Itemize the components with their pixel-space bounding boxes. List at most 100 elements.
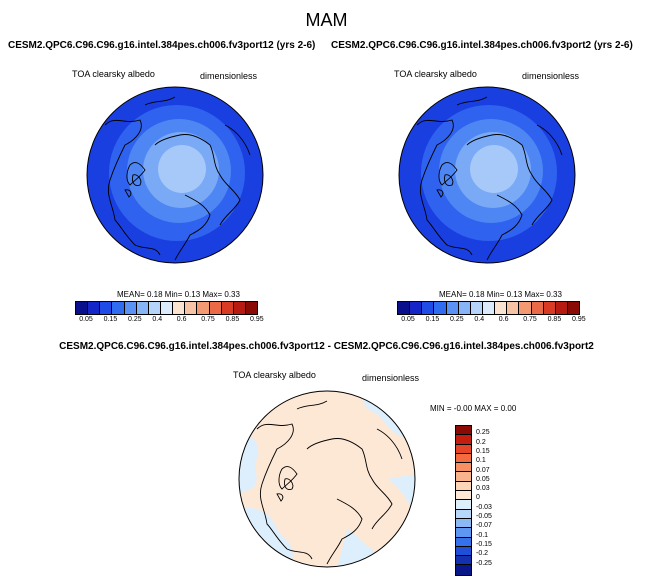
colorbar-tick-label: 0 (476, 494, 480, 502)
colorbar-swatch (456, 426, 471, 436)
colorbar-swatch (456, 537, 471, 547)
colorbar-swatch (209, 302, 222, 314)
colorbar-swatch (456, 472, 471, 482)
colorbar-swatch (456, 528, 471, 538)
colorbar-swatch (398, 302, 411, 314)
right-polar-map (398, 86, 576, 264)
colorbar-swatch (543, 302, 556, 314)
colorbar-tick-label: 0.95 (250, 316, 264, 323)
colorbar-swatch (76, 302, 89, 314)
figure-title: MAM (305, 10, 348, 30)
colorbar-tick-label: -0.07 (476, 522, 492, 530)
colorbar-swatch (531, 302, 544, 314)
colorbar-swatch (173, 302, 186, 314)
colorbar-swatch (422, 302, 435, 314)
colorbar-swatch (456, 565, 471, 575)
colorbar-swatch (88, 302, 101, 314)
colorbar-tick-label: 0.05 (401, 316, 415, 323)
left-colorbar-swatches (75, 301, 258, 315)
colorbar-tick-label: 0.25 (450, 316, 464, 323)
colorbar-swatch (482, 302, 496, 314)
colorbar-swatch (185, 302, 198, 314)
left-panel-title: CESM2.QPC6.C96.C96.g16.intel.384pes.ch00… (8, 40, 316, 51)
colorbar-tick-label: -0.1 (476, 531, 489, 539)
right-stats: MEAN= 0.18 Min= 0.13 Max= 0.33 (439, 290, 562, 299)
colorbar-swatch (495, 302, 508, 314)
left-stats: MEAN= 0.18 Min= 0.13 Max= 0.33 (117, 290, 240, 299)
colorbar-tick-label: 0.95 (572, 316, 586, 323)
colorbar-swatch (410, 302, 423, 314)
colorbar-swatch (221, 302, 234, 314)
colorbar-tick-label: 0.75 (201, 316, 215, 323)
colorbar-swatch (434, 302, 447, 314)
colorbar-swatch (456, 463, 471, 473)
left-variable-label: TOA clearsky albedo (72, 69, 155, 79)
difference-panel-title: CESM2.QPC6.C96.C96.g16.intel.384pes.ch00… (59, 341, 594, 352)
colorbar-tick-label: 0.75 (523, 316, 537, 323)
colorbar-swatch (197, 302, 210, 314)
colorbar-swatch (456, 435, 471, 445)
left-colorbar-ticks: 0.05 0.15 0.25 0.4 0.6 0.75 0.85 0.95 (75, 316, 263, 326)
colorbar-swatch (456, 546, 471, 557)
colorbar-swatch (456, 556, 471, 566)
colorbar-tick-label: 0.03 (476, 485, 490, 493)
right-panel-title: CESM2.QPC6.C96.C96.g16.intel.384pes.ch00… (331, 40, 633, 51)
colorbar-tick-label: 0.4 (474, 316, 485, 323)
right-variable-label: TOA clearsky albedo (394, 69, 477, 79)
colorbar-tick-label: 0.85 (225, 316, 240, 323)
colorbar-tick-label: 0.05 (476, 475, 490, 483)
colorbar-swatch (456, 500, 471, 510)
colorbar-tick-label: 0.25 (128, 316, 142, 323)
diff-colorbar-ticks: 0.25 0.2 0.15 0.1 0.07 0.05 0.03 0 -0.03 -0.05 -0.… (476, 425, 506, 575)
colorbar-tick-label: 0.2 (476, 438, 486, 446)
diff-colorbar (455, 425, 472, 576)
right-colorbar-ticks: 0.05 0.15 0.25 0.4 0.6 0.75 0.85 0.95 (397, 316, 585, 326)
right-units-label: dimensionless (522, 71, 580, 81)
colorbar-swatch (458, 302, 471, 314)
colorbar-tick-label: -0.03 (476, 503, 492, 511)
left-polar-map (86, 86, 264, 264)
colorbar-tick-label: 0.15 (103, 316, 118, 323)
colorbar-swatch (456, 509, 471, 519)
colorbar-swatch (160, 302, 174, 314)
colorbar-swatch (456, 518, 471, 529)
diff-units-label: dimensionless (362, 373, 420, 383)
colorbar-swatch (456, 481, 471, 492)
colorbar-swatch (245, 302, 258, 314)
colorbar-tick-label: -0.15 (476, 540, 492, 548)
colorbar-tick-label: -0.2 (476, 550, 489, 558)
colorbar-tick-label: 0.6 (176, 316, 187, 323)
right-colorbar-swatches (397, 301, 580, 315)
colorbar-swatch (507, 302, 520, 314)
colorbar-tick-label: 0.4 (152, 316, 163, 323)
colorbar-tick-label: 0.05 (79, 316, 93, 323)
colorbar-tick-label: 0.85 (547, 316, 562, 323)
diff-variable-label: TOA clearsky albedo (233, 370, 316, 380)
colorbar-tick-label: 0.07 (476, 466, 490, 474)
colorbar-tick-label: -0.05 (476, 513, 492, 520)
colorbar-tick-label: 0.15 (425, 316, 440, 323)
colorbar-swatch (470, 302, 483, 314)
colorbar-tick-label: -0.25 (476, 559, 492, 567)
colorbar-tick-label: 0.25 (476, 429, 490, 437)
difference-polar-map (238, 390, 416, 568)
colorbar-swatch (148, 302, 161, 314)
left-colorbar (75, 301, 258, 315)
diff-stats: MIN = -0.00 MAX = 0.00 (430, 404, 517, 413)
colorbar-tick-label: 0.15 (476, 447, 490, 455)
colorbar-swatch (456, 453, 471, 464)
right-colorbar (397, 301, 580, 315)
colorbar-swatch (519, 302, 532, 314)
left-units-label: dimensionless (200, 71, 258, 81)
colorbar-swatch (456, 491, 471, 501)
colorbar-swatch (100, 302, 113, 314)
colorbar-swatch (136, 302, 149, 314)
colorbar-swatch (567, 302, 580, 314)
colorbar-tick-label: 0.6 (498, 316, 509, 323)
colorbar-swatch (555, 302, 568, 314)
colorbar-tick-label: 0.1 (476, 457, 486, 465)
colorbar-swatch (456, 444, 471, 454)
colorbar-swatch (124, 302, 137, 314)
colorbar-swatch (233, 302, 246, 314)
colorbar-swatch (112, 302, 125, 314)
